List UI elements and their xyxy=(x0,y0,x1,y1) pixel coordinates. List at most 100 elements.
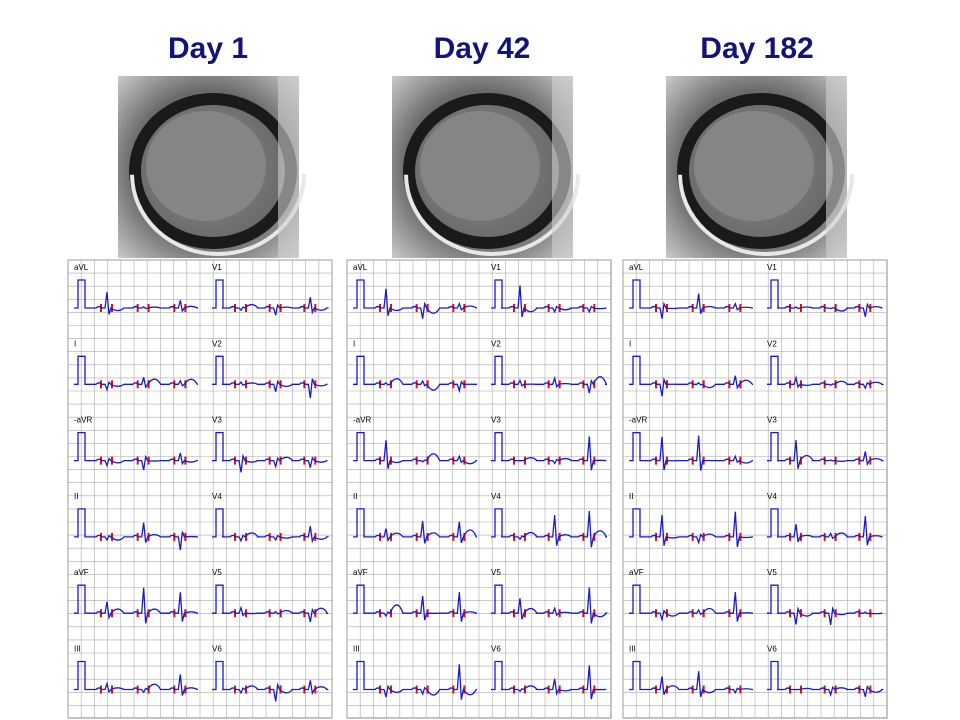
lead-label: V6 xyxy=(767,645,777,654)
lead-label: V4 xyxy=(491,492,501,501)
calibration-pulse xyxy=(629,508,643,538)
ecg-trace xyxy=(501,665,607,700)
calibration-pulse xyxy=(353,279,367,309)
ecg-panel: aVL V1 I V2 -aVR V3 II V4 aVF V5 III V6 xyxy=(622,259,888,719)
lead-label: V1 xyxy=(212,263,222,272)
lead-label: aVL xyxy=(629,263,644,272)
ecg-trace xyxy=(88,377,198,392)
ecg-trace xyxy=(501,511,608,548)
right-edge xyxy=(552,76,573,258)
calibration-pulse xyxy=(74,355,88,385)
ecg-trace xyxy=(643,592,753,622)
calibration-pulse xyxy=(74,508,88,538)
calibration-pulse xyxy=(353,508,367,538)
lead-label: III xyxy=(629,645,636,654)
lead-label: V1 xyxy=(767,263,777,272)
panel-title: Day 42 xyxy=(434,32,531,65)
lead-label: V3 xyxy=(212,416,222,425)
mri-image xyxy=(118,76,306,258)
ecg-trace xyxy=(222,526,330,544)
ecg-trace xyxy=(222,378,328,399)
lead-label: V3 xyxy=(491,416,501,425)
lead-label: III xyxy=(74,645,81,654)
panel: Day 42 aVL V1 I V2 -aVR V3 II V4 aVF V5 III V6 xyxy=(346,32,612,719)
panel: Day 182 aVL V1 I V2 -aVR V3 II V4 aVF V5 III V6 xyxy=(622,32,888,719)
lead-label: -aVR xyxy=(629,416,647,425)
ecg-trace xyxy=(88,674,198,696)
calibration-pulse xyxy=(353,431,367,462)
ecg-trace xyxy=(777,440,885,469)
lead-label: V1 xyxy=(491,263,501,272)
ecg-trace xyxy=(367,664,477,700)
lead-label: V6 xyxy=(212,645,222,654)
panel-title: Day 182 xyxy=(700,32,813,65)
lead-label: II xyxy=(74,492,78,501)
wall-enhancement xyxy=(678,92,854,256)
lead-label: aVL xyxy=(74,263,89,272)
lead-label: V5 xyxy=(767,568,777,577)
wall-enhancement xyxy=(404,92,580,256)
lead-label: V2 xyxy=(767,339,777,348)
lead-label: -aVR xyxy=(74,416,92,425)
calibration-pulse xyxy=(74,660,88,691)
wall-enhancement xyxy=(130,92,306,256)
ecg-trace xyxy=(88,522,198,551)
ecg-trace xyxy=(222,297,330,316)
calibration-pulse xyxy=(353,584,367,614)
panel: Day 1 aVL V1 I V2 -aVR V3 II V4 aVF V5 III V6 xyxy=(67,32,333,719)
calibration-pulse xyxy=(74,584,88,614)
ecg-trace xyxy=(777,375,885,390)
calibration-pulse xyxy=(353,660,367,691)
calibration-pulse xyxy=(629,584,643,614)
lead-label: aVF xyxy=(353,568,368,577)
cavity xyxy=(420,111,540,221)
lead-label: III xyxy=(353,645,360,654)
calibration-pulse xyxy=(629,279,643,309)
calibration-pulse xyxy=(74,279,88,309)
lead-label: aVL xyxy=(353,263,368,272)
lead-label: aVF xyxy=(74,568,89,577)
lead-label: II xyxy=(629,492,633,501)
ecg-trace xyxy=(88,292,198,315)
ecg-trace xyxy=(501,375,608,394)
cavity xyxy=(146,111,266,221)
mri-image xyxy=(666,76,854,258)
calibration-pulse xyxy=(629,431,643,462)
ecg-trace xyxy=(643,293,753,319)
ecg-trace xyxy=(643,435,753,471)
ecg-panel: aVL V1 I V2 -aVR V3 II V4 aVF V5 III V6 xyxy=(67,259,333,719)
right-edge xyxy=(826,76,847,258)
ecg-trace xyxy=(88,587,198,624)
ecg-trace xyxy=(222,453,328,473)
ecg-panel: aVL V1 I V2 -aVR V3 II V4 aVF V5 III V6 xyxy=(346,259,612,719)
ecg-trace xyxy=(777,606,883,626)
ecg-trace xyxy=(222,680,330,702)
ecg-trace xyxy=(367,288,477,319)
lead-label: -aVR xyxy=(353,416,371,425)
calibration-pulse xyxy=(74,431,88,462)
lead-label: I xyxy=(353,339,355,348)
lead-label: V2 xyxy=(491,339,501,348)
panel-title: Day 1 xyxy=(168,32,248,65)
cavity xyxy=(694,111,814,221)
ecg-trace xyxy=(367,440,477,469)
ecg-trace xyxy=(501,285,607,318)
ecg-trace xyxy=(643,671,753,697)
lead-label: V4 xyxy=(212,492,222,501)
ecg-trace xyxy=(643,375,753,397)
lead-label: I xyxy=(74,339,76,348)
lead-label: II xyxy=(353,492,357,501)
lead-label: I xyxy=(629,339,631,348)
calibration-pulse xyxy=(629,355,643,385)
lead-label: V5 xyxy=(491,568,501,577)
lead-label: V6 xyxy=(491,645,501,654)
right-edge xyxy=(278,76,299,258)
lead-label: V5 xyxy=(212,568,222,577)
ecg-trace xyxy=(777,684,885,698)
ecg-trace xyxy=(88,452,198,471)
ecg-trace xyxy=(501,587,608,624)
calibration-pulse xyxy=(629,660,643,691)
lead-label: aVF xyxy=(629,568,644,577)
ecg-trace xyxy=(367,520,477,544)
